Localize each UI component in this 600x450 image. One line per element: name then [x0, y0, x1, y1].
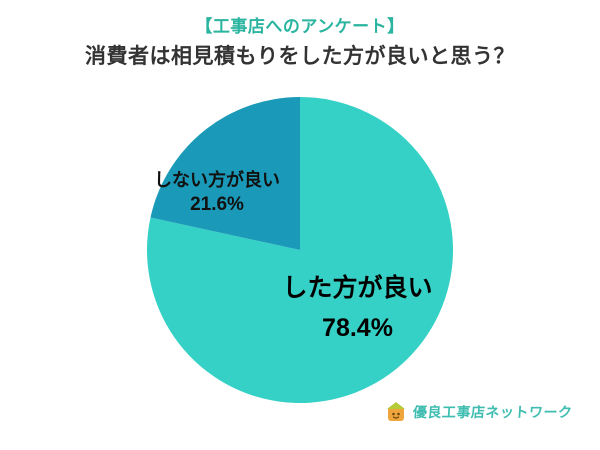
pie-slice-minor — [150, 97, 300, 250]
minor-slice-name: しない方が良い — [154, 170, 280, 190]
minor-slice-percentage: 21.6% — [190, 194, 244, 216]
house-mascot-icon — [386, 402, 405, 421]
major-slice-name: した方が良い — [282, 274, 433, 302]
logo: 優良工事店ネットワーク — [384, 400, 573, 424]
major-slice-percentage: 78.4% — [322, 313, 393, 342]
pie-slice-major — [147, 96, 454, 403]
minor-slice-label: しない方が良い 21.6% — [122, 168, 312, 218]
chart-tag: 【工事店へのアンケート】 — [195, 17, 405, 36]
logo-text: 優良工事店ネットワーク — [411, 404, 573, 420]
chart-title: 消費者は相見積もりをした方が良いと思う？ — [85, 45, 515, 68]
major-slice-label: した方が良い 78.4% — [250, 272, 465, 346]
